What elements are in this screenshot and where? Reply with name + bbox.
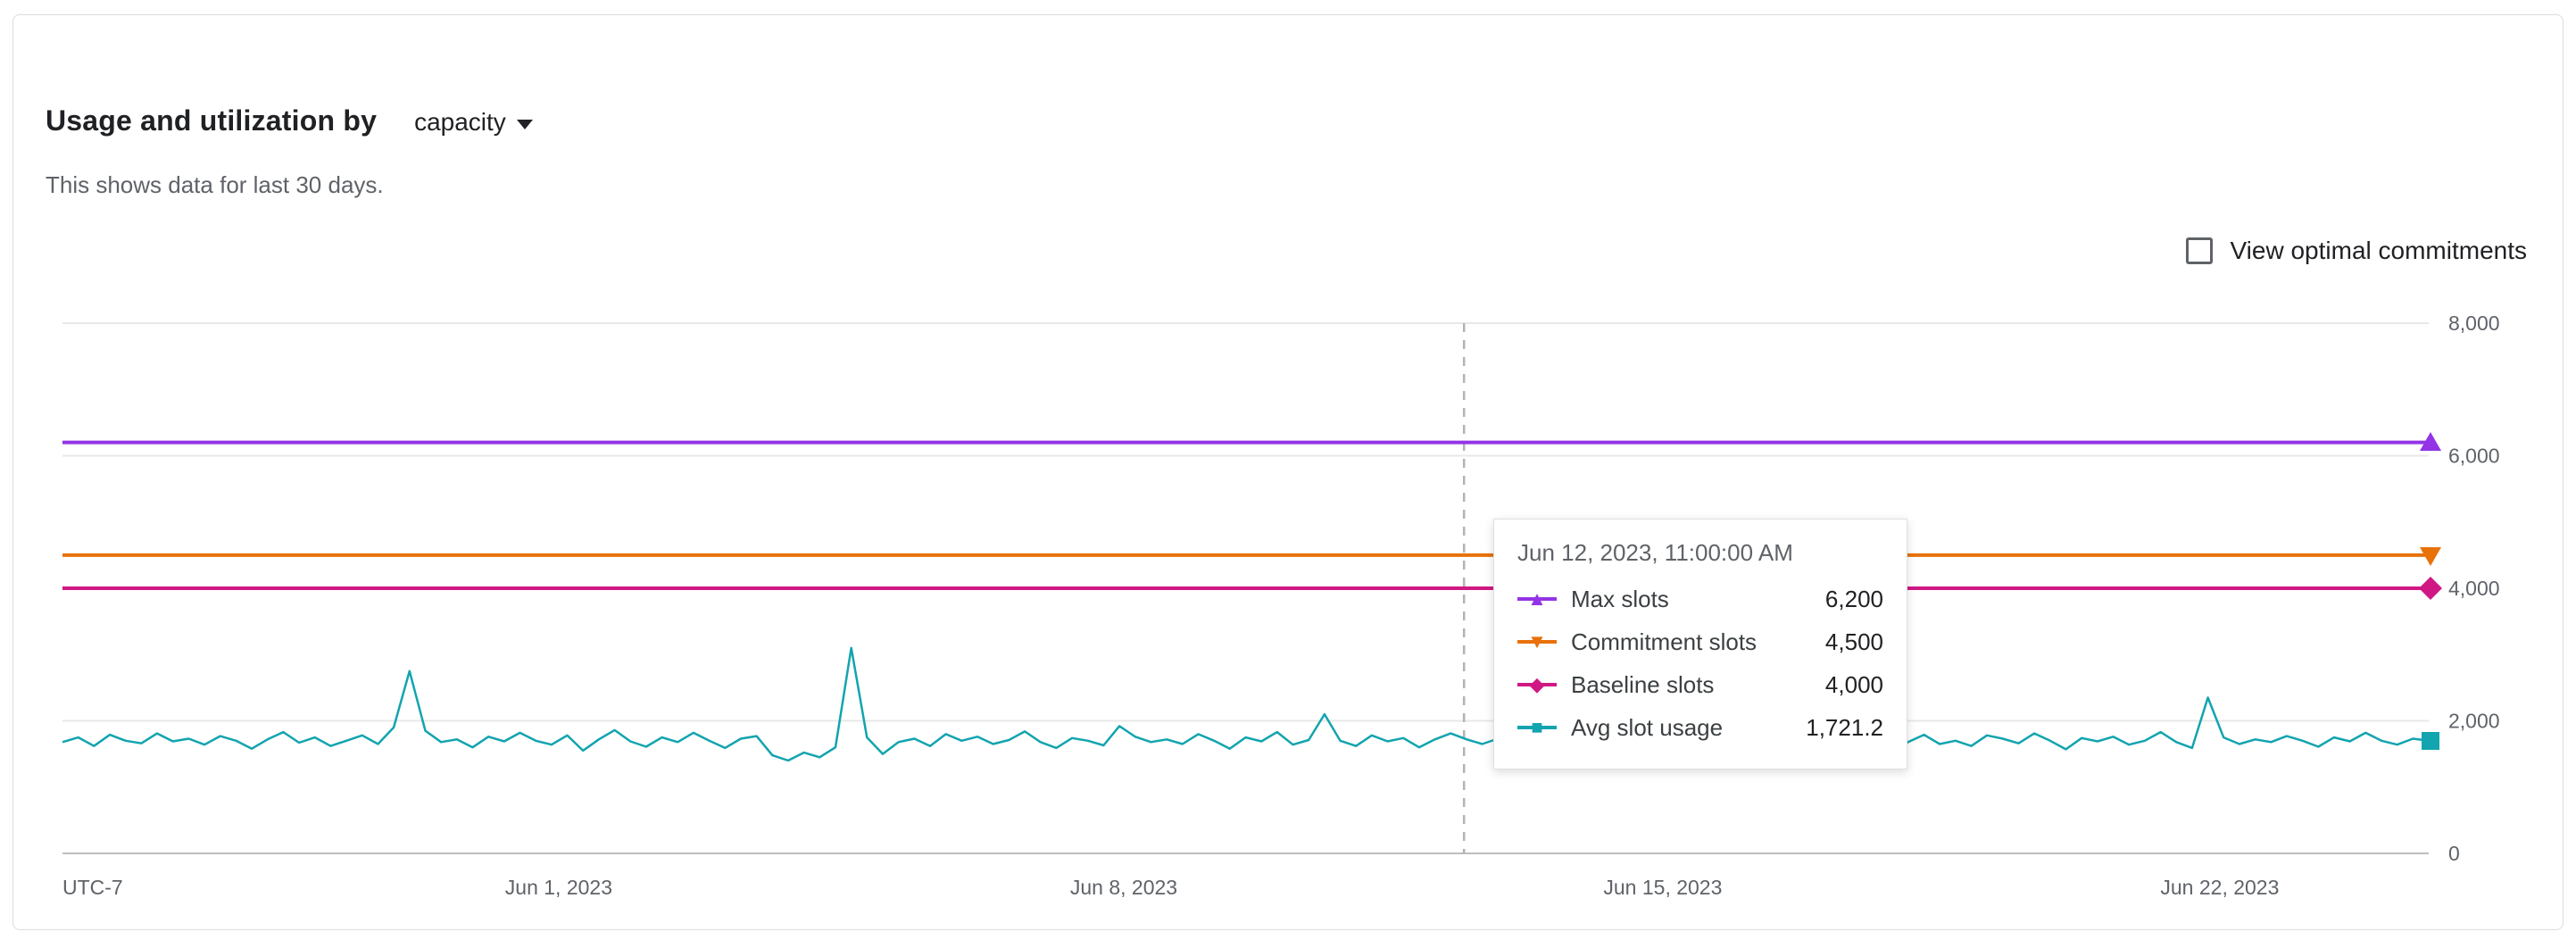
triangle-up-icon: ▲: [1527, 587, 1547, 610]
tooltip-row-commitment-slots: ▼ Commitment slots 4,500: [1517, 620, 1883, 663]
tooltip-row-max-slots: ▲ Max slots 6,200: [1517, 578, 1883, 620]
series-label: Max slots: [1571, 585, 1669, 612]
series-value: 6,200: [1824, 585, 1883, 612]
baseline-slots-marker-icon: ◆: [1517, 671, 1557, 698]
series-label: Avg slot usage: [1571, 713, 1724, 741]
series-value: 4,000: [1824, 670, 1883, 698]
usage-utilization-card: Usage and utilization by capacity This s…: [12, 14, 2564, 930]
triangle-down-icon: ▼: [1527, 630, 1547, 653]
checkbox-label: View optimal commitments: [2230, 237, 2527, 264]
y-axis-label: 4,000: [2448, 577, 2500, 600]
capacity-dropdown-value: capacity: [414, 108, 506, 136]
triangle-down-icon: [2420, 547, 2441, 566]
series-value: 1,721.2: [1806, 713, 1883, 741]
commitment-slots-marker-icon: ▼: [1517, 628, 1557, 655]
x-axis-label: Jun 8, 2023: [1070, 876, 1177, 899]
y-axis-label: 0: [2448, 842, 2460, 865]
diamond-icon: [2419, 577, 2442, 600]
tooltip-timestamp: Jun 12, 2023, 11:00:00 AM: [1517, 539, 1793, 566]
checkbox-icon[interactable]: [2185, 237, 2213, 264]
triangle-up-icon: [2420, 432, 2441, 451]
page-title: Usage and utilization by: [46, 104, 378, 137]
usage-chart-plot[interactable]: 0 2,000 4,000 6,000 8,000 UTC-7 Jun 1, 2023 Jun…: [13, 15, 2564, 931]
card-subtitle: This shows data for last 30 days.: [46, 171, 384, 198]
series-label: Baseline slots: [1571, 670, 1715, 698]
series-value: 4,500: [1824, 628, 1883, 655]
usage-chart[interactable]: 0 2,000 4,000 6,000 8,000 UTC-7 Jun 1, 2023 Jun…: [13, 15, 2563, 929]
x-axis-label: UTC-7: [62, 876, 123, 899]
chart-tooltip: Jun 12, 2023, 11:00:00 AM ▲ Max slots 6,…: [1493, 519, 1907, 769]
view-optimal-commitments-toggle[interactable]: View optimal commitments: [2185, 237, 2527, 265]
tooltip-row-baseline-slots: ◆ Baseline slots 4,000: [1517, 663, 1883, 706]
tooltip-row-avg-slot-usage: ■ Avg slot usage 1,721.2: [1517, 706, 1883, 749]
max-slots-marker-icon: ▲: [1517, 586, 1557, 612]
x-axis-label: Jun 22, 2023: [2160, 876, 2279, 899]
chevron-down-icon: [516, 119, 533, 129]
capacity-dropdown[interactable]: capacity: [409, 104, 538, 140]
y-axis-label: 2,000: [2448, 710, 2500, 733]
avg-slot-usage-marker-icon: ■: [1517, 714, 1557, 741]
card-header: Usage and utilization by capacity: [46, 104, 538, 140]
x-axis-label: Jun 1, 2023: [505, 876, 612, 899]
diamond-icon: ◆: [1529, 673, 1545, 695]
y-axis-label: 8,000: [2448, 312, 2500, 335]
square-icon: [2422, 732, 2439, 750]
y-axis-label: 6,000: [2448, 445, 2500, 468]
x-axis-label: Jun 15, 2023: [1603, 876, 1722, 899]
series-label: Commitment slots: [1571, 628, 1757, 655]
square-icon: ■: [1531, 716, 1543, 738]
avg-slot-usage-line: [62, 646, 2430, 762]
